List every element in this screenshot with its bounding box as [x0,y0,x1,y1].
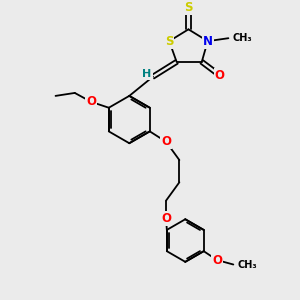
Text: S: S [165,35,173,48]
Text: O: O [212,254,222,267]
Text: O: O [161,212,171,225]
Text: O: O [214,69,224,82]
Text: S: S [184,1,193,13]
Text: O: O [86,95,96,108]
Text: H: H [142,69,152,79]
Text: CH₃: CH₃ [233,33,253,43]
Text: N: N [203,35,213,48]
Text: O: O [161,135,171,148]
Text: CH₃: CH₃ [238,260,257,269]
